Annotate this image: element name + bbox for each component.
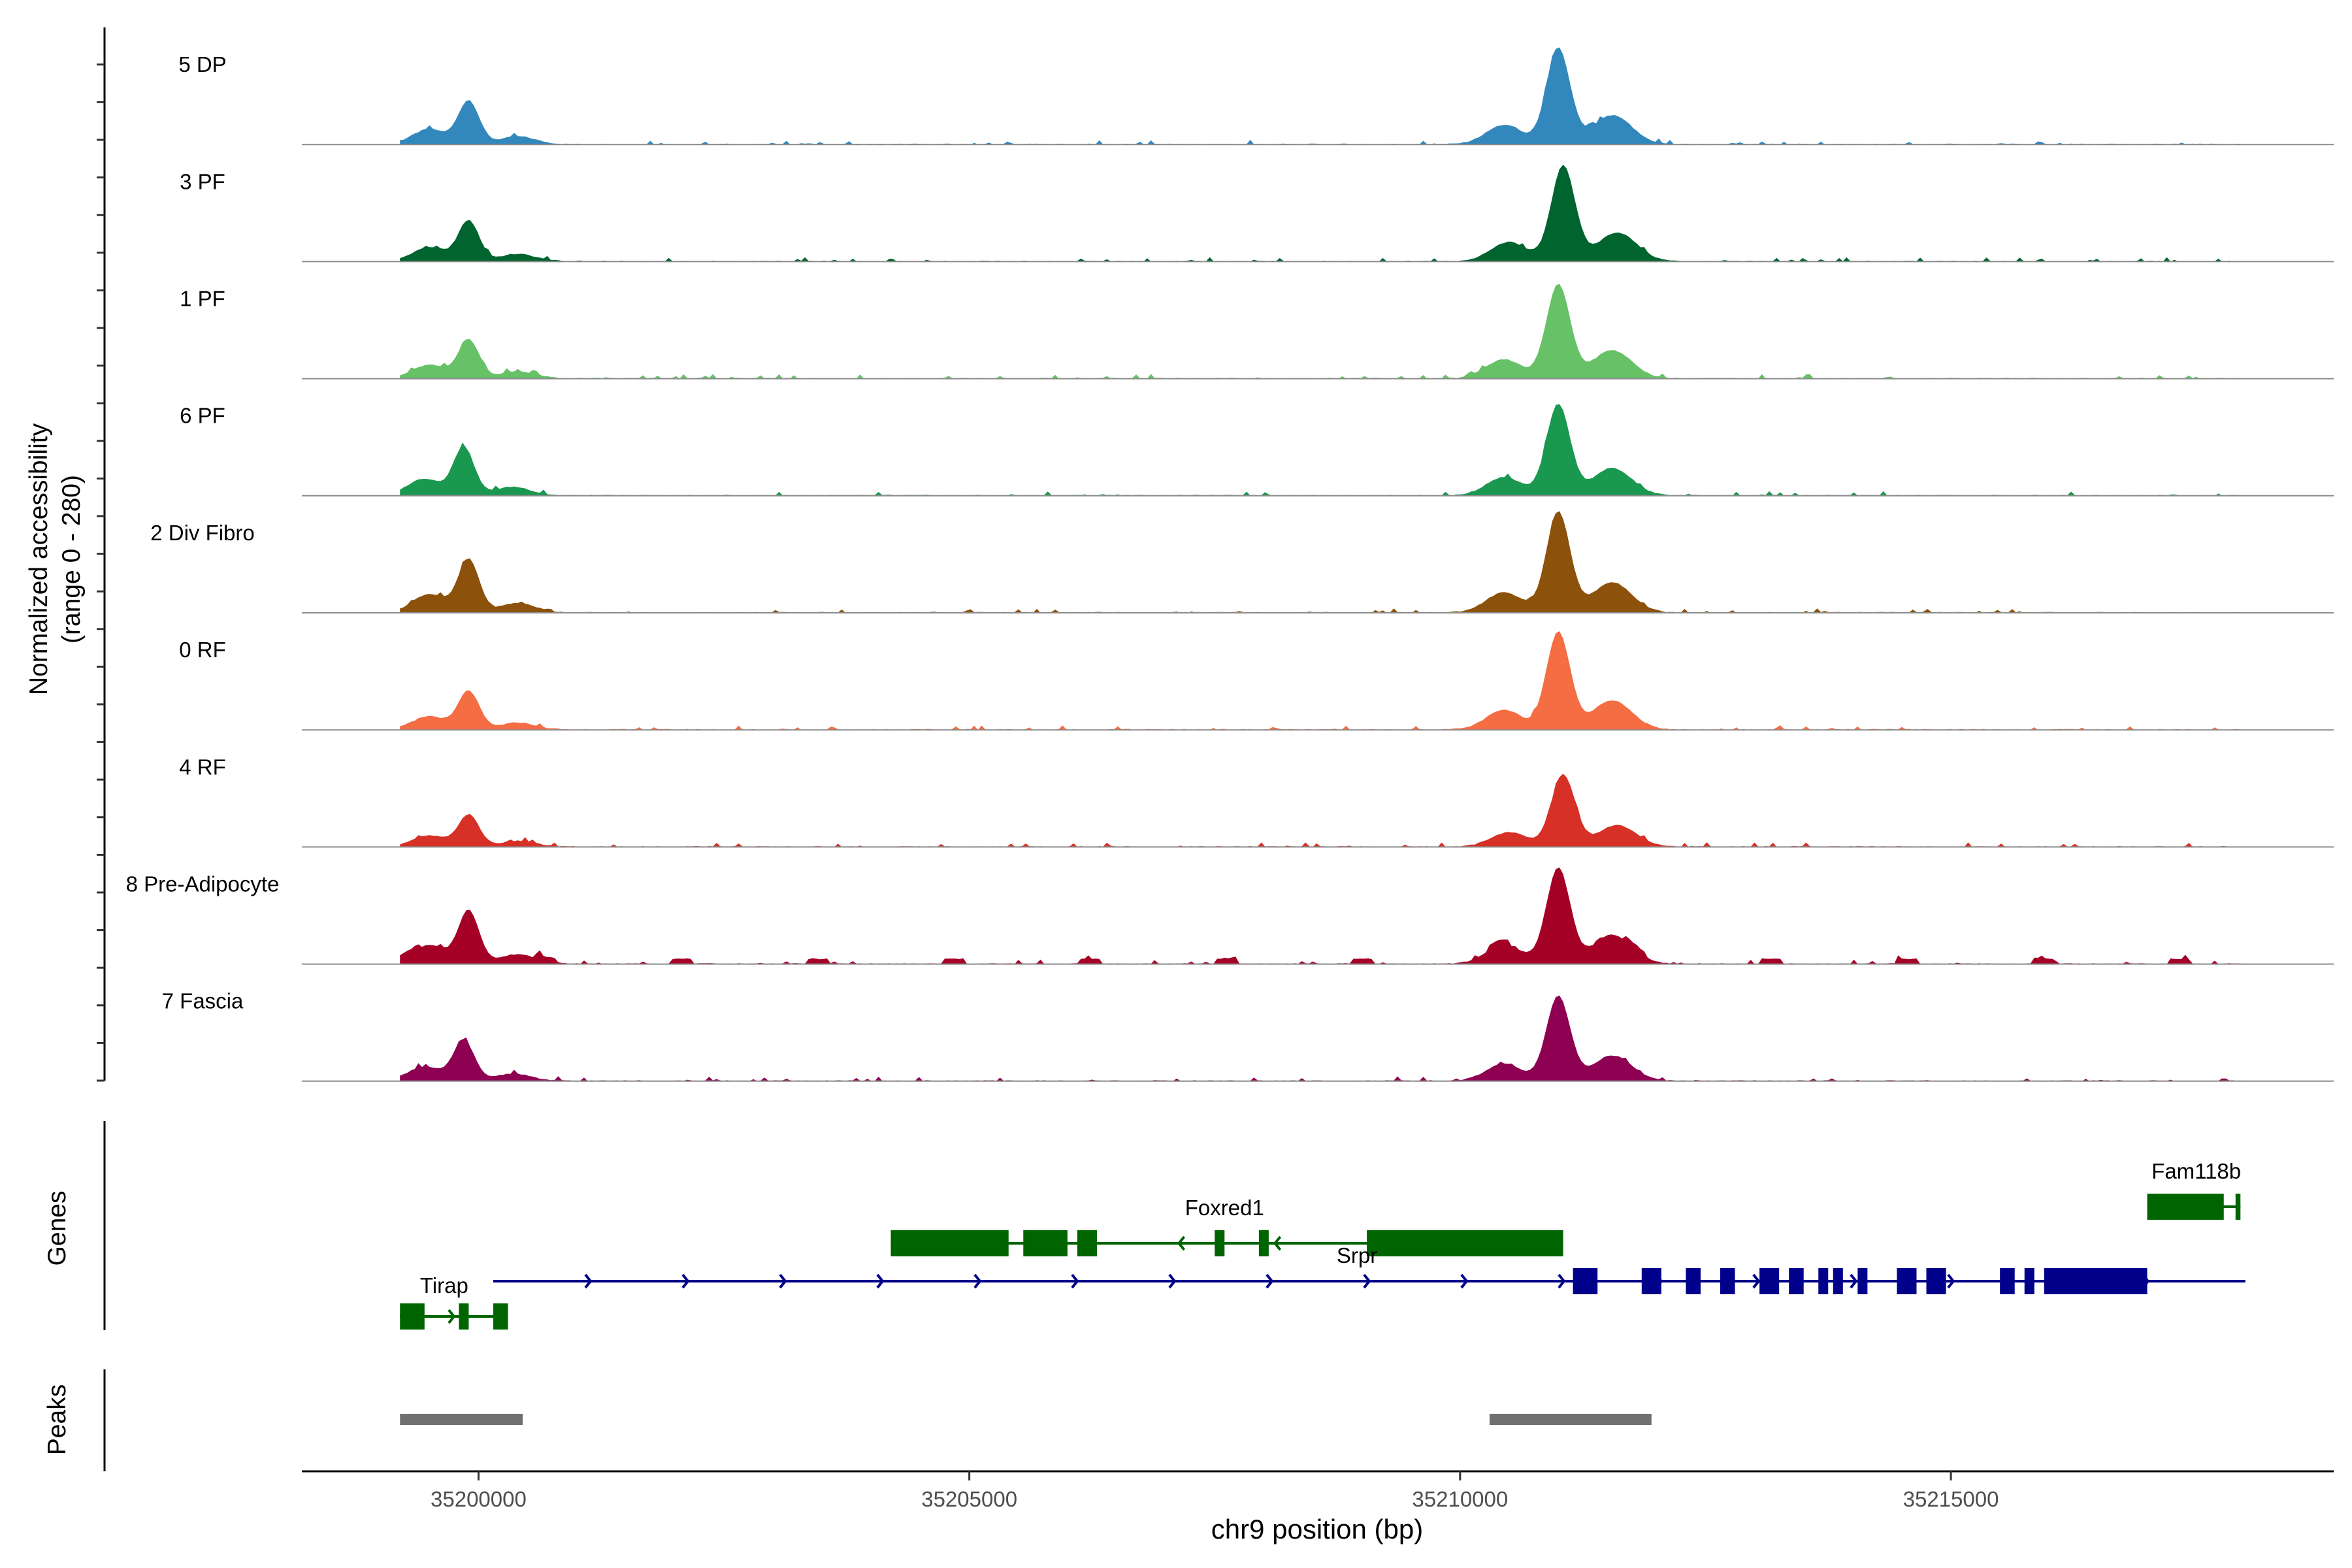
gene-exon [1258, 1230, 1269, 1256]
gene-exon [2024, 1268, 2034, 1294]
track-label: 7 Fascia [162, 989, 244, 1013]
coverage-ylabel: Normalized accessibility (range 0 - 280) [25, 423, 86, 695]
gene-exon [1789, 1268, 1804, 1294]
gene-label: Fam118b [2151, 1159, 2241, 1183]
x-tick-label: 35205000 [921, 1487, 1017, 1511]
gene: Foxred1 [890, 1196, 1563, 1256]
coverage-track: 8 Pre-Adipocyte [126, 867, 2334, 965]
coverage-ylabel-line1: Normalized accessibility [25, 423, 53, 695]
gene-exon [1367, 1230, 1563, 1256]
gene-exon [1818, 1268, 1829, 1294]
gene-exon [1720, 1268, 1735, 1294]
coverage-area [400, 631, 2241, 730]
gene-exon [1833, 1268, 1843, 1294]
gene-label: Foxred1 [1185, 1196, 1264, 1220]
strand-arrow [779, 1273, 787, 1289]
coverage-area [400, 995, 2241, 1081]
gene-exon [1897, 1268, 1917, 1294]
coverage-ylabel-line2: (range 0 - 280) [57, 475, 86, 644]
strand-arrow [448, 1309, 456, 1324]
coverage-area [400, 47, 2241, 145]
gene-exon [890, 1230, 1009, 1256]
strand-arrow [584, 1273, 593, 1289]
strand-arrow [1850, 1273, 1858, 1289]
strand-arrow [1558, 1273, 1566, 1289]
coverage-tracks: 5 DP 3 PF 1 PF 6 PF 2 Div Fibro 0 RF 4 RF 8 Pre… [126, 47, 2334, 1082]
coverage-area [400, 165, 2241, 262]
x-tick-label: 35215000 [1903, 1487, 1999, 1511]
x-axis: 35200000 35205000 35210000 35215000 [302, 1470, 2334, 1511]
gene-exon [1023, 1230, 1068, 1256]
strand-arrow [681, 1273, 690, 1289]
gene-label: Tirap [420, 1273, 468, 1298]
gene-exon [1573, 1268, 1598, 1294]
gene: Tirap [400, 1273, 508, 1330]
strand-arrow [1168, 1273, 1177, 1289]
strand-arrow [1947, 1273, 1955, 1289]
strand-arrow [1071, 1273, 1079, 1289]
strand-arrow [1363, 1273, 1371, 1289]
track-label: 4 RF [179, 755, 226, 779]
x-tick-label: 35210000 [1412, 1487, 1508, 1511]
peak-bar [400, 1414, 523, 1425]
gene-exon [1215, 1230, 1225, 1256]
gene-exon [493, 1303, 508, 1330]
gene-exon [1857, 1268, 1868, 1294]
peak-track [400, 1414, 1652, 1425]
gene-exon [1926, 1268, 1946, 1294]
strand-arrow [1460, 1273, 1469, 1289]
gene-exon [459, 1303, 469, 1330]
coverage-track: 7 Fascia [162, 989, 2334, 1082]
genes-ylabel: Genes [43, 1191, 71, 1266]
peak-bar [1489, 1414, 1652, 1425]
gene-exon [2000, 1268, 2015, 1294]
coverage-track: 4 RF [179, 755, 2334, 848]
coverage-area [400, 774, 2241, 847]
gene-exon [2147, 1194, 2224, 1220]
strand-arrow [1177, 1235, 1186, 1251]
coverage-track: 5 DP [178, 47, 2334, 146]
strand-arrow [876, 1273, 885, 1289]
track-label: 6 PF [180, 404, 225, 428]
gene-exon [2044, 1268, 2148, 1294]
coverage-track: 0 RF [179, 631, 2334, 731]
gene-track: Fam118b Foxred1 Srpr Tirap [400, 1159, 2246, 1330]
track-label: 8 Pre-Adipocyte [126, 872, 280, 896]
strand-arrow [1273, 1235, 1282, 1251]
strand-arrow [973, 1273, 982, 1289]
gene: Srpr [493, 1243, 2246, 1294]
coverage-track: 6 PF [180, 404, 2334, 497]
coverage-track: 1 PF [180, 284, 2334, 380]
gene-exon [2235, 1194, 2241, 1220]
gene-exon [1686, 1268, 1701, 1294]
coverage-area [400, 867, 2241, 964]
coverage-area [400, 404, 2241, 496]
coverage-track: 3 PF [180, 165, 2334, 263]
track-label: 0 RF [179, 638, 226, 662]
coverage-area [400, 284, 2241, 379]
strand-arrow [1752, 1273, 1761, 1289]
gene-exon [1759, 1268, 1780, 1294]
x-axis-label: chr9 position (bp) [1211, 1514, 1424, 1544]
track-label: 1 PF [180, 286, 225, 310]
strand-arrow [1266, 1273, 1274, 1289]
track-label: 3 PF [180, 169, 225, 193]
gene: Fam118b [2147, 1159, 2241, 1220]
coverage-area [400, 511, 2241, 613]
coverage-track: 2 Div Fibro [150, 511, 2334, 613]
gene-exon [1077, 1230, 1097, 1256]
gene-exon [400, 1303, 425, 1330]
x-tick-label: 35200000 [431, 1487, 527, 1511]
coverage-y-axis [97, 27, 106, 1082]
gene-exon [1641, 1268, 1661, 1294]
peaks-ylabel: Peaks [43, 1384, 71, 1455]
track-label: 2 Div Fibro [150, 521, 255, 545]
gene-label: Srpr [1337, 1243, 1377, 1267]
track-label: 5 DP [178, 52, 226, 76]
